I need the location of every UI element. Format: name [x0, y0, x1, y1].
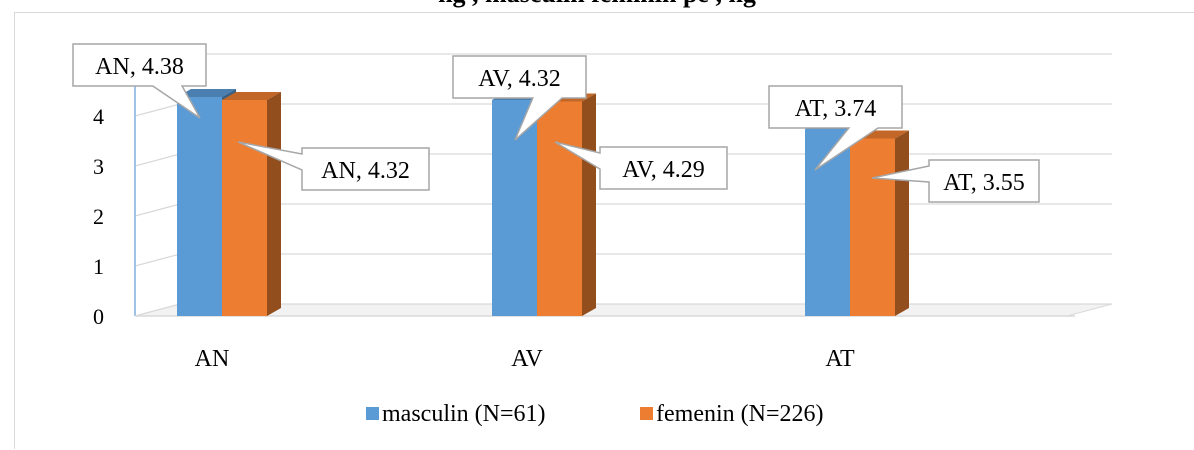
- data-label: AN, 4.32: [321, 158, 410, 184]
- legend-label: masculin (N=61): [382, 401, 546, 427]
- gridline-side: [134, 203, 181, 217]
- bar-front: [222, 100, 267, 316]
- chart-floor: [134, 303, 1113, 317]
- legend-swatch: [366, 407, 379, 420]
- data-label-callout: [72, 43, 207, 119]
- x-category-label: AN: [195, 346, 230, 372]
- bar-side: [895, 130, 909, 316]
- data-label-callout: [452, 55, 587, 141]
- data-label: AV, 4.32: [478, 66, 560, 92]
- bar-top: [177, 89, 236, 97]
- data-label: AV, 4.29: [622, 157, 704, 183]
- gridline-side: [134, 253, 181, 267]
- x-category-label: AT: [825, 346, 855, 372]
- data-label-callout: [554, 141, 728, 190]
- data-label: AT, 3.74: [795, 96, 877, 122]
- gridline-side: [134, 153, 181, 167]
- bar-front: [850, 138, 895, 316]
- data-label-callout: [871, 159, 1040, 203]
- bar-top: [222, 92, 281, 100]
- gridline-side: [134, 103, 181, 117]
- chart-area: [14, 12, 1194, 449]
- data-label-callout: [237, 141, 430, 191]
- bar-side: [582, 93, 596, 316]
- data-label-callout: [768, 85, 903, 171]
- data-label: AT, 3.55: [943, 170, 1025, 196]
- bar-front: [537, 101, 582, 316]
- x-category-label: AV: [511, 346, 543, 372]
- bar-side: [267, 92, 281, 316]
- y-tick-label: 4: [93, 104, 104, 129]
- gridline-side: [134, 303, 181, 317]
- legend-label: femenin (N=226): [656, 401, 823, 427]
- y-tick-label: 0: [93, 304, 104, 329]
- y-tick-label: 1: [93, 254, 104, 279]
- data-label: AN, 4.38: [95, 54, 184, 80]
- chart-title: ng , masculin feminin pe , ng: [0, 0, 1194, 10]
- y-tick-label: 3: [93, 154, 104, 179]
- y-tick-label: 2: [93, 204, 104, 229]
- legend-swatch: [640, 407, 653, 420]
- bar-front: [177, 97, 222, 316]
- bar-front: [492, 100, 537, 316]
